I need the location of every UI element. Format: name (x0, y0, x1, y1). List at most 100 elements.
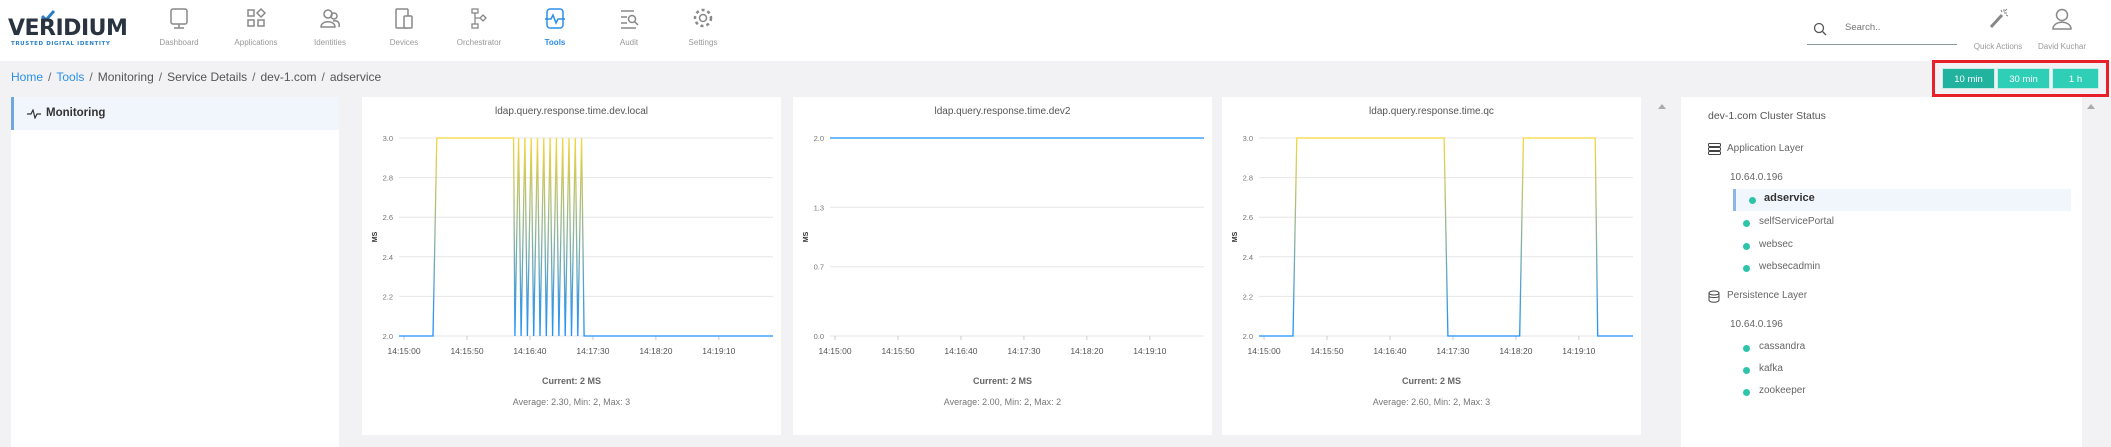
search-icon[interactable] (1813, 22, 1827, 36)
node-ip: 10.64.0.196 (1730, 172, 1783, 183)
y-axis-label: MS (1232, 231, 1239, 242)
line-chart: 2.0 2.2 2.4 2.6 2.8 3.0 14:15:00 14:15:50 14:16:… (1232, 134, 1633, 356)
veridium-logo[interactable]: VERIDIUM TRUSTED DIGITAL IDENTITY (8, 10, 128, 47)
series-line (399, 137, 773, 337)
chart-stats: Average: 2.00, Min: 2, Max: 2 (943, 397, 1062, 407)
nav-devices[interactable]: Devices (367, 7, 441, 47)
service-item-cassandra[interactable]: cassandra (1733, 337, 2071, 359)
status-dot (1749, 197, 1756, 204)
audit-search-icon (621, 10, 639, 29)
service-item-selfserviceportal[interactable]: selfServicePortal (1733, 212, 2071, 234)
sidebar: Monitoring (11, 97, 339, 447)
nav-dashboard[interactable]: Dashboard (142, 7, 216, 47)
x-tick-label: 14:15:50 (881, 346, 914, 356)
chart-card-dev-local: ldap.query.response.time.dev.local 2.0 2.… (362, 97, 781, 435)
service-item-adservice[interactable]: adservice (1733, 189, 2071, 211)
service-item-kafka[interactable]: kafka (1733, 359, 2071, 381)
chart-title: ldap.query.response.time.dev.local (494, 106, 649, 117)
y-tick-label: 2.0 (814, 134, 824, 143)
breadcrumb-tools[interactable]: Tools (56, 70, 85, 84)
panel-scroll-up-arrow[interactable] (2087, 104, 2095, 109)
user-avatar-icon (2052, 8, 2072, 30)
status-dot (1743, 345, 1750, 352)
nav-identities[interactable]: Identities (293, 7, 367, 47)
logo-check-icon (41, 10, 55, 22)
sidebar-item-monitoring[interactable]: Monitoring (11, 97, 339, 130)
y-tick-label: 0.7 (814, 263, 824, 272)
y-tick-label: 2.6 (1243, 213, 1253, 222)
y-tick-label: 2.4 (383, 253, 393, 262)
y-tick-label: 2.0 (1243, 332, 1253, 341)
quick-actions-button[interactable]: Quick Actions (1963, 7, 2033, 51)
x-tick-label: 14:18:20 (639, 346, 672, 356)
service-item-websec[interactable]: websec (1733, 235, 2071, 257)
layer-name: Application Layer (1727, 143, 1804, 154)
charts-scroll-up-arrow[interactable] (1658, 104, 1666, 109)
y-axis-label: MS (803, 231, 810, 242)
service-name: websecadmin (1759, 261, 1821, 272)
service-name: cassandra (1759, 341, 1806, 352)
range-10-min-button[interactable]: 10 min (1942, 68, 1995, 89)
node-ip: 10.64.0.196 (1730, 319, 1783, 330)
time-range-selector: 10 min 30 min 1 h (1932, 60, 2109, 97)
breadcrumb: Home / Tools / Monitoring / Service Details / de… (11, 70, 382, 84)
gear-icon (693, 8, 713, 28)
nav-orchestrator[interactable]: Orchestrator (442, 7, 516, 47)
nav-tools[interactable]: Tools (518, 7, 592, 47)
x-tick-label: 14:15:00 (387, 346, 420, 356)
y-tick-label: 3.0 (383, 134, 393, 143)
x-tick-label: 14:16:40 (1373, 346, 1406, 356)
y-tick-label: 0.0 (814, 332, 824, 341)
pulse-icon (545, 8, 565, 29)
server-stack-icon (1708, 143, 1721, 155)
x-tick-label: 14:17:30 (576, 346, 609, 356)
devices-icon (395, 8, 413, 29)
sidebar-item-label: Monitoring (46, 107, 106, 119)
chart-card-qc: ldap.query.response.time.qc 2.0 2.2 2.4 2.6… (1222, 97, 1641, 435)
x-tick-label: 14:15:50 (450, 346, 483, 356)
breadcrumb-service-details: Service Details (167, 70, 248, 84)
quick-actions-label: Quick Actions (1973, 42, 2023, 51)
search-bar (1807, 18, 1957, 45)
current-value: Current: 2 MS (1401, 376, 1461, 386)
y-tick-label: 2.8 (383, 174, 393, 183)
x-tick-label: 14:17:30 (1436, 346, 1469, 356)
service-item-websecadmin[interactable]: websecadmin (1733, 257, 2071, 279)
range-1-h-button[interactable]: 1 h (2052, 68, 2099, 89)
breadcrumb-monitoring: Monitoring (97, 70, 154, 84)
x-tick-label: 14:15:00 (1247, 346, 1280, 356)
nav-label: Identities (313, 38, 347, 47)
y-tick-label: 2.8 (1243, 174, 1253, 183)
y-tick-label: 1.3 (814, 203, 824, 212)
user-menu[interactable]: David Kuchar (2027, 7, 2097, 51)
nav-applications[interactable]: Applications (219, 7, 293, 47)
x-tick-label: 14:19:10 (1133, 346, 1166, 356)
logo-tagline: TRUSTED DIGITAL IDENTITY (11, 41, 111, 47)
nav-label: Devices (389, 38, 419, 47)
nav-label: Dashboard (159, 38, 199, 47)
nav-settings[interactable]: Settings (666, 7, 740, 47)
layer-name: Persistence Layer (1727, 290, 1808, 301)
status-dot (1743, 367, 1750, 374)
search-input[interactable] (1845, 22, 1945, 33)
nav-label: Settings (688, 38, 718, 47)
service-name: selfServicePortal (1759, 216, 1835, 227)
status-dot (1743, 265, 1750, 272)
y-axis-label: MS (372, 231, 379, 242)
range-30-min-button[interactable]: 30 min (1997, 68, 2050, 89)
y-tick-label: 2.0 (383, 332, 393, 341)
chart-stats: Average: 2.30, Min: 2, Max: 3 (512, 397, 631, 407)
x-tick-label: 14:15:00 (818, 346, 851, 356)
chart-card-dev2: ldap.query.response.time.dev2 0.0 0.7 1.3 2… (793, 97, 1212, 435)
cluster-status-panel: dev-1.com Cluster Status Application Lay… (1681, 97, 2082, 447)
service-item-zookeeper[interactable]: zookeeper (1733, 381, 2071, 403)
nav-label: Audit (619, 38, 639, 47)
x-tick-label: 14:19:10 (1562, 346, 1595, 356)
x-tick-label: 14:18:20 (1070, 346, 1103, 356)
monitor-icon (170, 8, 188, 29)
breadcrumb-home[interactable]: Home (11, 70, 44, 84)
y-tick-label: 2.2 (383, 292, 393, 301)
current-value: Current: 2 MS (541, 376, 601, 386)
nav-audit[interactable]: Audit (592, 7, 666, 47)
x-tick-label: 14:19:10 (702, 346, 735, 356)
